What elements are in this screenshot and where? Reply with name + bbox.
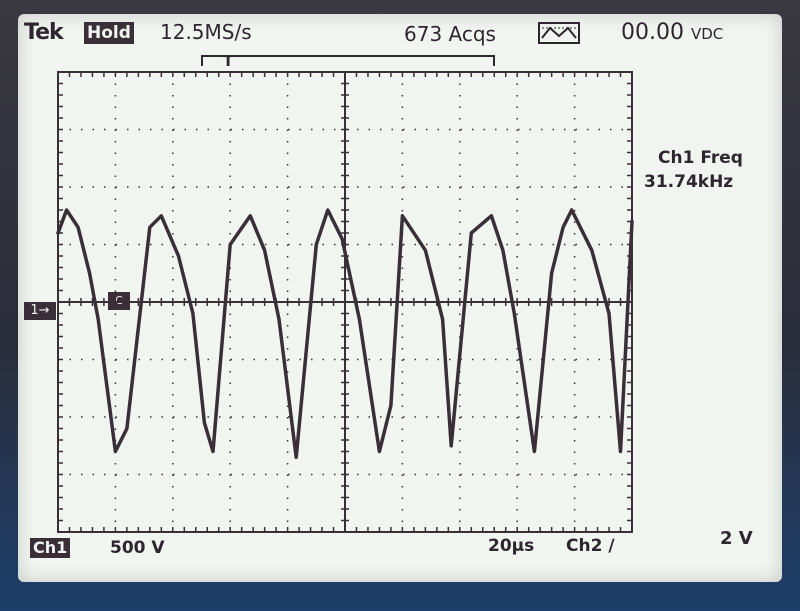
envelope-acq-icon (538, 22, 580, 44)
dc-value: 00.00 (621, 20, 684, 45)
brand-logo: Tek (24, 20, 64, 45)
trigger-source: Ch2 ∕ (566, 536, 615, 556)
ch1-volts-per-div: 500 V (110, 538, 165, 558)
sample-rate: 12.5MS/s (160, 20, 252, 44)
trigger-position-icon: T (201, 52, 495, 70)
dc-unit: VDC (690, 25, 724, 43)
ch1-label: Ch1 (30, 538, 71, 558)
timebase: 20µs (488, 536, 535, 556)
ch2-volts-per-div: 2 V (720, 528, 753, 549)
acquisition-count: 673 Acqs (404, 22, 496, 46)
dc-readout: 00.00 VDC (621, 20, 723, 45)
measurement-value: 31.74kHz (644, 172, 734, 192)
ch1-ground-marker: 1→ (24, 302, 56, 320)
hold-status-badge: Hold (84, 22, 134, 44)
waveform-trace (56, 208, 634, 460)
waveform-plot: T (56, 52, 634, 533)
scope-screen: Tek Hold 12.5MS/s 673 Acqs 00.00 VDC Ch1… (18, 14, 782, 582)
measurement-label: Ch1 Freq (658, 148, 743, 168)
svg-text:T: T (223, 52, 234, 70)
